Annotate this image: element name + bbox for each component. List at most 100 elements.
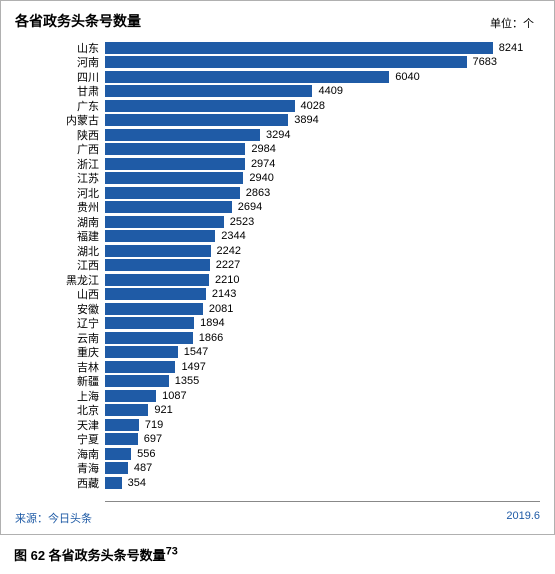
bar-row: 山东8241 <box>15 41 540 55</box>
bar-area: 556 <box>105 448 540 460</box>
bar <box>105 346 178 358</box>
value-label: 921 <box>148 404 172 416</box>
bar-area: 4028 <box>105 100 540 112</box>
value-label: 2344 <box>215 230 245 242</box>
value-label: 4028 <box>295 100 325 112</box>
bar-area: 921 <box>105 404 540 416</box>
chart-title: 各省政务头条号数量 <box>15 11 540 31</box>
bar <box>105 245 211 257</box>
value-label: 1866 <box>193 332 223 344</box>
source-label: 来源： <box>15 513 48 525</box>
bar-row: 内蒙古3894 <box>15 114 540 128</box>
bar-row: 西藏 354 <box>15 476 540 490</box>
value-label: 2694 <box>232 201 262 213</box>
bar <box>105 42 493 54</box>
bar-area: 6040 <box>105 71 540 83</box>
bar-area: 2974 <box>105 158 540 170</box>
bar-area: 1866 <box>105 332 540 344</box>
bar-area: 8241 <box>105 42 540 54</box>
chart-unit: 单位：个 <box>490 15 534 31</box>
value-label: 697 <box>138 433 162 445</box>
value-label: 1087 <box>156 390 186 402</box>
bar <box>105 433 138 445</box>
chart-footer: 来源：今日头条 2019.6 <box>15 510 540 526</box>
value-label: 2242 <box>211 245 241 257</box>
bar <box>105 288 206 300</box>
bar-area: 354 <box>105 477 540 489</box>
bar <box>105 259 210 271</box>
bar-row: 云南1866 <box>15 331 540 345</box>
bar-row: 四川6040 <box>15 70 540 84</box>
bar-row: 陕西3294 <box>15 128 540 142</box>
value-label: 4409 <box>312 85 342 97</box>
bar-row: 重庆1547 <box>15 346 540 360</box>
bar-area: 697 <box>105 433 540 445</box>
bar-row: 江西2227 <box>15 259 540 273</box>
bar-row: 青海487 <box>15 462 540 476</box>
bar-row: 江苏2940 <box>15 172 540 186</box>
bar-row: 广西2984 <box>15 143 540 157</box>
source: 来源：今日头条 <box>15 510 92 526</box>
bar-area: 2242 <box>105 245 540 257</box>
bar-area: 719 <box>105 419 540 431</box>
value-label: 1355 <box>169 375 199 387</box>
caption-text: 图 62 各省政务头条号数量 <box>14 548 166 563</box>
value-label: 556 <box>131 448 155 460</box>
bar-row: 山西2143 <box>15 288 540 302</box>
bar-area: 2081 <box>105 303 540 315</box>
bar <box>105 230 215 242</box>
bar-area: 2210 <box>105 274 540 286</box>
value-label: 2210 <box>209 274 239 286</box>
value-label: 354 <box>122 477 146 489</box>
bar-row: 宁夏697 <box>15 433 540 447</box>
bar-row: 辽宁1894 <box>15 317 540 331</box>
bar-area: 2694 <box>105 201 540 213</box>
value-label: 3894 <box>288 114 318 126</box>
bar-area: 3294 <box>105 129 540 141</box>
source-date: 2019.6 <box>506 510 540 526</box>
value-label: 6040 <box>389 71 419 83</box>
bar <box>105 274 209 286</box>
bar-area: 2227 <box>105 259 540 271</box>
bar-row: 海南556 <box>15 447 540 461</box>
bar-area: 2344 <box>105 230 540 242</box>
bar-area: 2940 <box>105 172 540 184</box>
bar <box>105 216 224 228</box>
bar <box>105 201 232 213</box>
bar <box>105 100 295 112</box>
bar-row: 浙江2974 <box>15 157 540 171</box>
value-label: 2863 <box>240 187 270 199</box>
bar <box>105 448 131 460</box>
bar-area: 2863 <box>105 187 540 199</box>
bar-row: 上海1087 <box>15 389 540 403</box>
bar-row: 广东4028 <box>15 99 540 113</box>
bar <box>105 317 194 329</box>
bar <box>105 129 260 141</box>
bar-row: 甘肃4409 <box>15 85 540 99</box>
value-label: 2940 <box>243 172 273 184</box>
value-label: 1894 <box>194 317 224 329</box>
bar-row: 河北2863 <box>15 186 540 200</box>
bar-row: 安徽2081 <box>15 302 540 316</box>
bar-row: 新疆1355 <box>15 375 540 389</box>
bar <box>105 332 193 344</box>
bar <box>105 158 245 170</box>
bar-area: 487 <box>105 462 540 474</box>
value-label: 2523 <box>224 216 254 228</box>
value-label: 7683 <box>467 56 497 68</box>
bar-area: 1087 <box>105 390 540 402</box>
bar-row: 吉林1497 <box>15 360 540 374</box>
bar <box>105 303 203 315</box>
category-label: 西藏 <box>15 475 105 491</box>
bar-area: 4409 <box>105 85 540 97</box>
bar <box>105 477 122 489</box>
bar <box>105 462 128 474</box>
bar <box>105 419 139 431</box>
bar <box>105 114 288 126</box>
bar-row: 黑龙江2210 <box>15 273 540 287</box>
value-label: 719 <box>139 419 163 431</box>
x-axis-line <box>105 501 540 502</box>
bar-row: 福建2344 <box>15 230 540 244</box>
value-label: 487 <box>128 462 152 474</box>
bar-area: 1355 <box>105 375 540 387</box>
